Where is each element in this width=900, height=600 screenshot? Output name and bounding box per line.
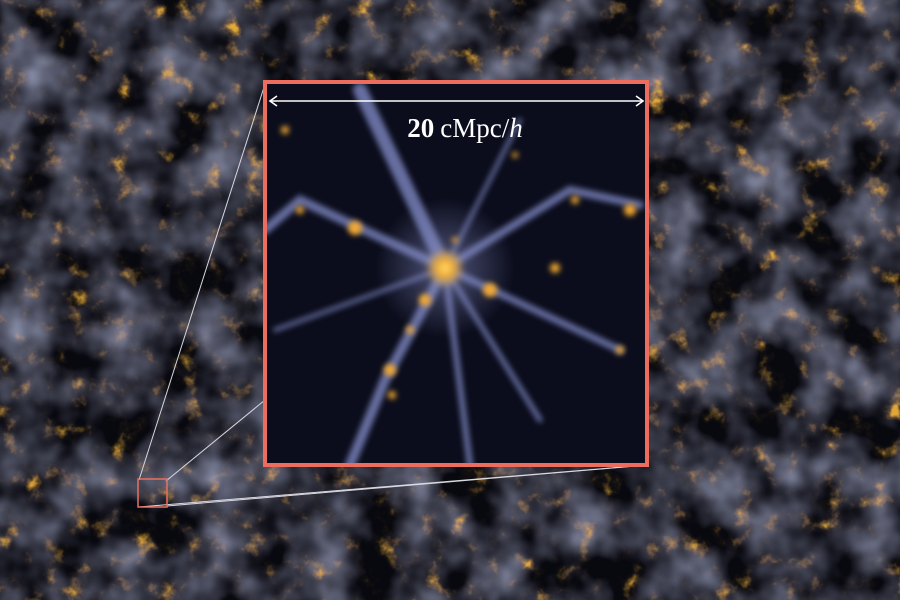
zoom-source-box [137,478,168,508]
inset-frame [263,80,649,467]
scale-number: 20 [407,113,434,143]
galaxy [483,283,497,297]
galaxies [281,126,636,399]
galaxy [388,391,396,399]
galaxy [452,237,458,243]
galaxy [616,346,624,354]
galaxy [384,364,396,376]
scale-label: 20 cMpc/h [407,113,522,143]
galaxy [571,196,579,204]
galaxy [550,263,560,273]
inset [265,82,647,465]
galaxy [624,204,636,216]
galaxy [348,221,362,235]
galaxy [281,126,289,134]
zoom-line [166,464,648,507]
zoom-lines [138,83,648,508]
scale-arrow [268,95,645,107]
zoom-line [165,399,266,482]
scale-arrow-head [268,95,278,107]
scale-arrow-head [635,95,645,107]
scale-unit: cMpc/ [440,113,509,143]
galaxy [406,326,414,334]
zoom-line [138,83,266,481]
galaxy [296,206,304,214]
scale-variable: h [509,113,523,143]
galaxy [512,152,518,158]
galaxy [419,294,431,306]
galaxy [425,248,465,288]
